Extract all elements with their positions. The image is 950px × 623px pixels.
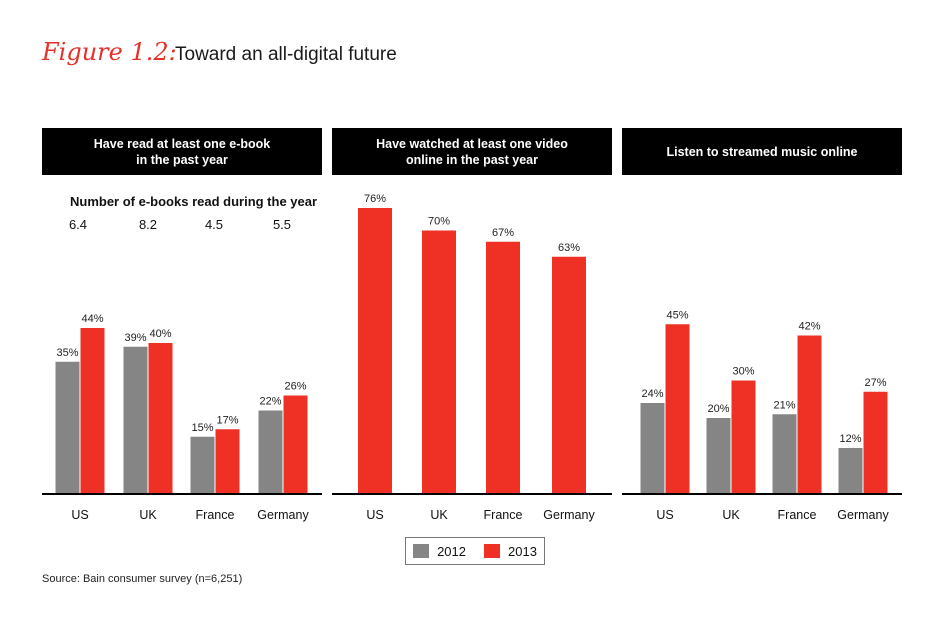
data-label-p3-germany-2013: 27% xyxy=(864,377,886,389)
bar-p3-germany-2013 xyxy=(863,391,888,493)
bar-p1-uk-2013 xyxy=(148,343,173,493)
bar-p1-germany-2012 xyxy=(258,410,283,493)
bar-p3-germany-2012 xyxy=(838,448,863,493)
category-label-p3-uk: UK xyxy=(722,508,740,522)
data-label-p1-france-2013: 17% xyxy=(216,414,238,426)
data-label-p2-france-2013: 67% xyxy=(492,227,514,239)
category-label-p3-us: US xyxy=(656,508,673,522)
bar-p3-france-2012 xyxy=(772,414,797,493)
legend-item-2013: 2013 xyxy=(484,544,537,559)
bar-p1-germany-2013 xyxy=(283,395,308,493)
category-label-p1-uk: UK xyxy=(139,508,157,522)
legend-item-2012: 2012 xyxy=(413,544,466,559)
data-label-p3-us-2012: 24% xyxy=(641,388,663,400)
panel-title-video: Have watched at least one video online i… xyxy=(376,136,568,167)
data-label-p1-germany-2013: 26% xyxy=(284,381,306,393)
bar-p2-us-2013 xyxy=(358,208,392,493)
category-label-p2-germany: Germany xyxy=(543,508,595,522)
bar-p2-uk-2013 xyxy=(422,230,456,493)
source-note: Source: Bain consumer survey (n=6,251) xyxy=(42,573,243,585)
bar-p1-france-2012 xyxy=(190,436,215,493)
category-label-p1-germany: Germany xyxy=(257,508,309,522)
data-label-p1-france-2012: 15% xyxy=(191,422,213,434)
legend-label-2012: 2012 xyxy=(437,543,466,559)
bar-p1-uk-2012 xyxy=(123,346,148,493)
panel-title-ebook: Have read at least one e-book in the pas… xyxy=(93,136,271,167)
bar-p1-us-2012 xyxy=(55,361,80,493)
data-label-p1-us-2012: 35% xyxy=(56,347,78,359)
bar-p3-uk-2012 xyxy=(706,418,731,493)
category-label-p1-france: France xyxy=(196,508,235,522)
bar-p3-us-2013 xyxy=(665,324,690,493)
legend: 2012 2013 xyxy=(405,537,545,565)
bar-p3-us-2012 xyxy=(640,403,665,493)
data-label-p3-us-2013: 45% xyxy=(666,309,688,321)
category-label-p2-uk: UK xyxy=(430,508,448,522)
bar-p1-us-2013 xyxy=(80,328,105,493)
bar-p2-germany-2013 xyxy=(552,256,586,493)
data-label-p3-france-2013: 42% xyxy=(798,321,820,333)
bar-p2-france-2013 xyxy=(486,241,520,493)
data-label-p3-uk-2012: 20% xyxy=(707,403,729,415)
legend-swatch-2012 xyxy=(413,544,430,558)
data-label-p3-france-2012: 21% xyxy=(773,399,795,411)
category-label-p3-france: France xyxy=(778,508,817,522)
data-label-p3-uk-2013: 30% xyxy=(732,366,754,378)
ebooks-count-germany: 5.5 xyxy=(272,217,292,232)
bar-p1-france-2013 xyxy=(215,429,240,493)
data-label-p1-us-2013: 44% xyxy=(81,313,103,325)
data-label-p2-uk-2013: 70% xyxy=(428,216,450,228)
ebooks-subtitle: Number of e-books read during the year xyxy=(70,194,318,209)
data-label-p2-us-2013: 76% xyxy=(364,193,386,205)
legend-swatch-2013 xyxy=(484,544,500,558)
category-label-p2-us: US xyxy=(366,508,383,522)
data-label-p1-germany-2012: 22% xyxy=(259,396,281,408)
panel-header-ebook: Have read at least one e-book in the pas… xyxy=(42,128,322,175)
ebooks-count-uk: 8.2 xyxy=(138,217,158,232)
data-label-p1-uk-2012: 39% xyxy=(124,332,146,344)
figure-label: Figure 1.2: xyxy=(42,38,177,66)
bar-p3-france-2013 xyxy=(797,335,822,493)
ebooks-count-france: 4.5 xyxy=(204,217,224,232)
figure-title: Toward an all-digital future xyxy=(175,44,397,65)
data-label-p3-germany-2012: 12% xyxy=(839,433,861,445)
category-label-p2-france: France xyxy=(484,508,523,522)
panel-header-music: Listen to streamed music online xyxy=(622,128,902,175)
data-label-p2-germany-2013: 63% xyxy=(558,242,580,254)
ebooks-count-us: 6.4 xyxy=(68,217,88,232)
category-label-p1-us: US xyxy=(71,508,88,522)
panel-header-video: Have watched at least one video online i… xyxy=(332,128,612,175)
legend-label-2013: 2013 xyxy=(508,543,537,559)
bar-p3-uk-2013 xyxy=(731,380,756,493)
data-label-p1-uk-2013: 40% xyxy=(149,328,171,340)
panel-title-music: Listen to streamed music online xyxy=(666,144,858,159)
category-label-p3-germany: Germany xyxy=(837,508,889,522)
